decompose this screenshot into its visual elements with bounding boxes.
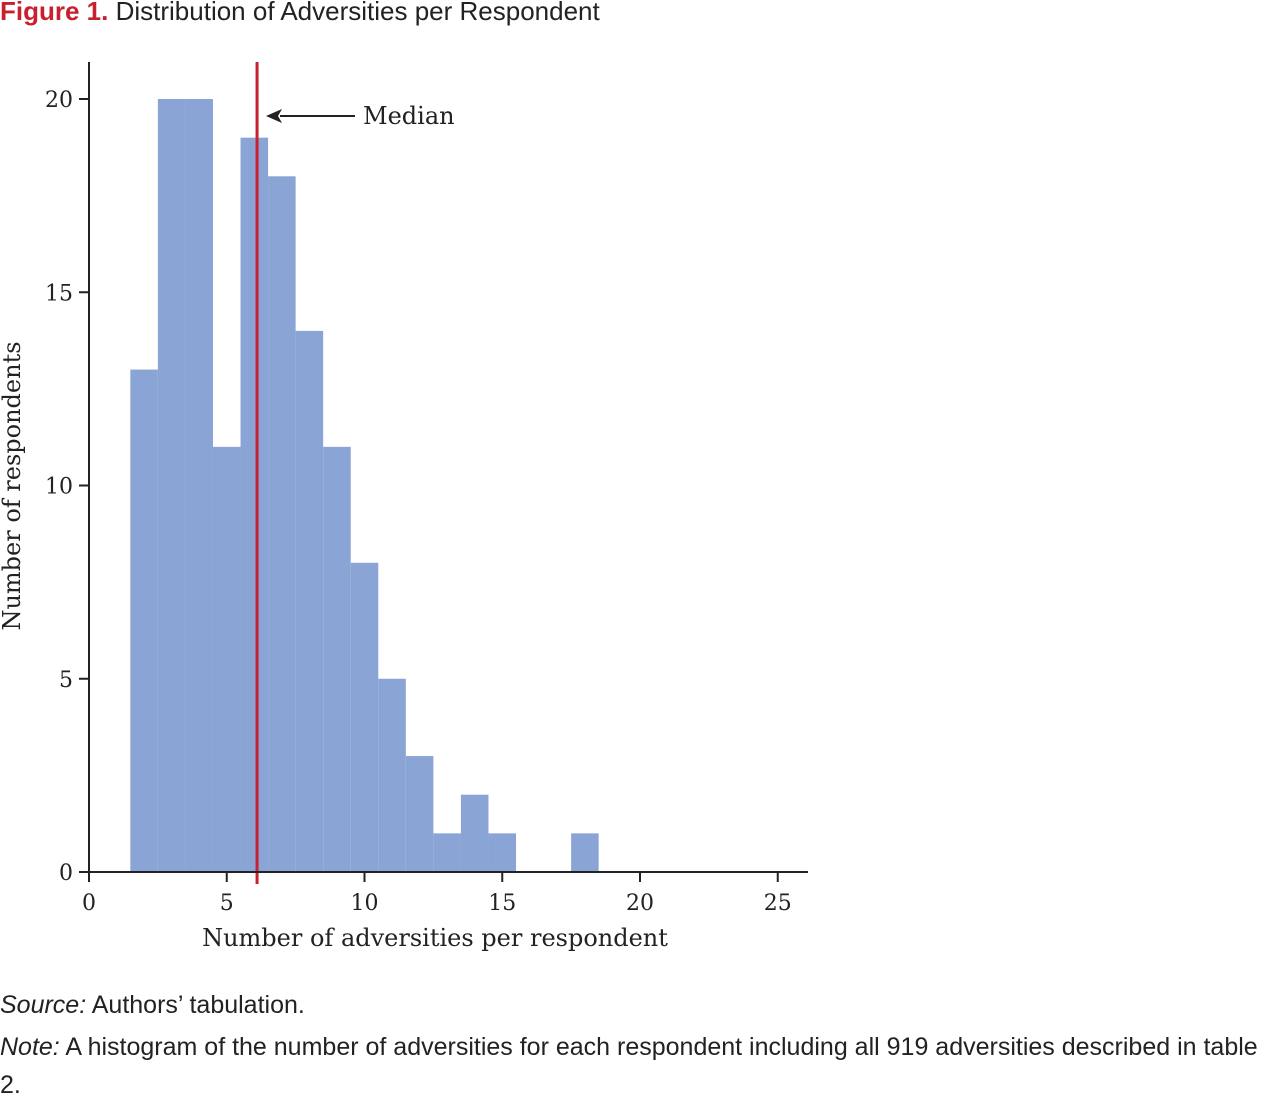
note-lead: Note:	[0, 1033, 60, 1061]
bar-2	[130, 369, 158, 872]
axes-group: 0 5 10 15 20 25 0 5 10 15 20	[45, 62, 808, 916]
note-text: A histogram of the number of adversities…	[0, 1033, 1258, 1099]
median-arrow-icon	[266, 109, 282, 123]
bar-3	[157, 99, 186, 872]
source-line: Source: Authors’ tabulation.	[0, 986, 305, 1024]
bar-6	[240, 137, 269, 872]
bar-13	[433, 833, 461, 872]
bar-9	[323, 446, 351, 872]
x-tick-label-0: 0	[82, 891, 96, 916]
bar-8	[295, 330, 324, 872]
bar-5	[212, 446, 241, 872]
bar-18	[571, 833, 599, 872]
figure-label: Figure 1.	[0, 0, 109, 26]
median-annotation: Median	[363, 102, 455, 130]
source-text: Authors’ tabulation.	[86, 991, 305, 1019]
bar-12	[405, 756, 434, 872]
x-tick-label-20: 20	[626, 891, 654, 916]
bar-15	[488, 833, 517, 872]
bar-4	[185, 99, 213, 872]
source-lead: Source:	[0, 991, 87, 1019]
bar-7	[268, 176, 296, 873]
y-tick-label-20: 20	[45, 88, 73, 113]
bar-14	[460, 794, 489, 872]
x-axis-title: Number of adversities per respondent	[202, 924, 668, 952]
x-tick-label-25: 25	[764, 891, 792, 916]
figure-title: Figure 1. Distribution of Adversities pe…	[0, 0, 600, 27]
y-axis-title: Number of respondents	[0, 341, 26, 630]
y-tick-label-10: 10	[45, 475, 73, 500]
y-tick-label-5: 5	[59, 668, 73, 693]
x-tick-label-15: 15	[488, 891, 516, 916]
x-tick-label-10: 10	[351, 891, 379, 916]
y-tick-label-15: 15	[45, 281, 73, 306]
note-line: Note: A histogram of the number of adver…	[0, 1028, 1278, 1104]
bars-group	[130, 99, 599, 873]
x-tick-label-5: 5	[220, 891, 234, 916]
figure-title-text: Distribution of Adversities per Responde…	[115, 0, 600, 26]
bar-10	[350, 562, 379, 872]
y-tick-label-0: 0	[59, 861, 73, 886]
bar-11	[378, 678, 406, 872]
histogram-chart: 0 5 10 15 20 25 0 5 10 15 20 Median Number of adve…	[0, 62, 808, 952]
